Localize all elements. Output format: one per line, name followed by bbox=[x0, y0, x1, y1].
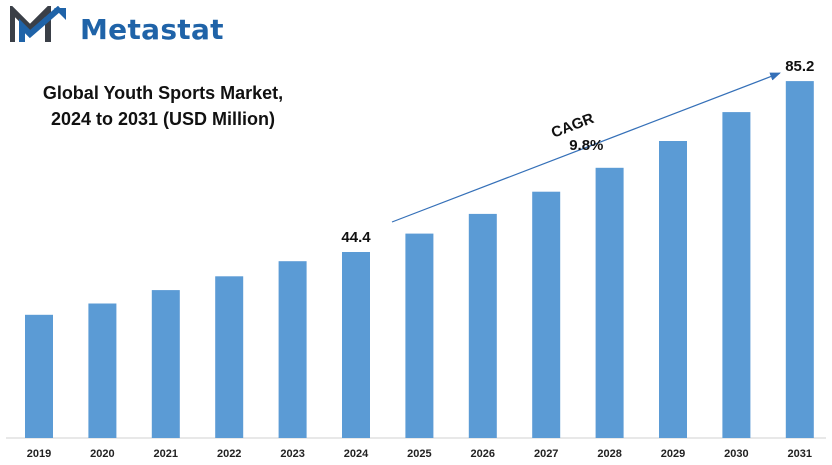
x-tick-label-2029: 2029 bbox=[661, 448, 685, 460]
x-tick-label-2025: 2025 bbox=[407, 448, 431, 460]
x-tick-label-2020: 2020 bbox=[90, 448, 114, 460]
bar-2027 bbox=[532, 191, 561, 438]
bar-2031 bbox=[785, 81, 814, 438]
data-label-2031: 85.2 bbox=[785, 58, 814, 75]
brand-name: Metastat bbox=[80, 13, 224, 46]
chart-title: Global Youth Sports Market, 2024 to 2031… bbox=[18, 80, 308, 132]
bar-2026 bbox=[468, 213, 497, 438]
x-tick-label-2026: 2026 bbox=[471, 448, 495, 460]
bar-2022 bbox=[215, 276, 244, 438]
bar-2020 bbox=[88, 303, 117, 438]
data-label-2024: 44.4 bbox=[341, 229, 371, 246]
bar-2029 bbox=[659, 141, 687, 438]
bar-2028 bbox=[595, 167, 624, 439]
x-tick-label-2031: 2031 bbox=[788, 448, 812, 460]
bar-2025 bbox=[405, 233, 434, 438]
bar-2030 bbox=[722, 112, 751, 438]
x-tick-label-2027: 2027 bbox=[534, 448, 558, 460]
x-tick-label-2024: 2024 bbox=[344, 448, 369, 460]
x-tick-label-2023: 2023 bbox=[280, 448, 304, 460]
bar-2019 bbox=[25, 314, 53, 438]
metastat-m-logo-icon bbox=[9, 2, 66, 42]
x-tick-label-2021: 2021 bbox=[154, 448, 178, 460]
bar-2023 bbox=[278, 261, 307, 438]
x-tick-label-2022: 2022 bbox=[217, 448, 241, 460]
bar-2021 bbox=[151, 290, 180, 438]
cagr-value: 9.8% bbox=[569, 137, 603, 154]
chart-title-line1: Global Youth Sports Market, bbox=[42, 83, 284, 103]
x-tick-label-2030: 2030 bbox=[724, 448, 748, 460]
bar-2024 bbox=[342, 252, 370, 438]
cagr-arrow bbox=[391, 72, 781, 223]
x-tick-label-2019: 2019 bbox=[27, 448, 51, 460]
x-tick-label-2028: 2028 bbox=[597, 448, 621, 460]
metastat-logo: Metastat bbox=[9, 2, 224, 46]
chart-title-line2: 2024 to 2031 (USD Million) bbox=[50, 109, 276, 129]
